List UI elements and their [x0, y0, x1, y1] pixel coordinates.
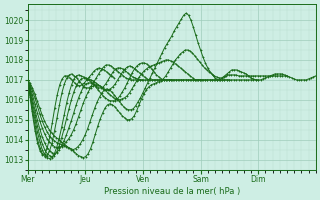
- X-axis label: Pression niveau de la mer( hPa ): Pression niveau de la mer( hPa ): [104, 187, 240, 196]
